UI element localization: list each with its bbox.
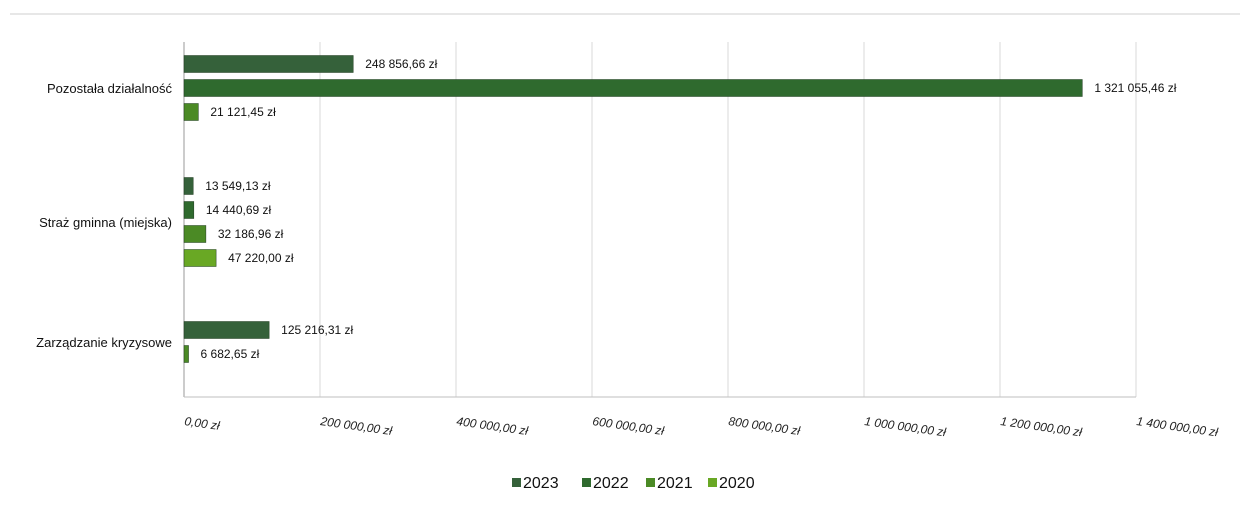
bar xyxy=(183,55,354,73)
bar xyxy=(183,249,217,267)
bars xyxy=(183,55,1083,363)
x-tick-label: 600 000,00 zł xyxy=(592,414,666,438)
legend-swatch xyxy=(646,478,655,487)
legend-entry: 2021 xyxy=(657,475,693,492)
category-label: Zarządzanie kryzysowe xyxy=(36,335,172,350)
legend-swatch xyxy=(512,478,521,487)
category-labels: Pozostała działalność Straż gminna (miejs… xyxy=(36,81,172,350)
x-axis-ticks: 0,00 zł 200 000,00 zł 400 000,00 zł 600 000… xyxy=(184,414,1220,439)
x-tick-label: 0,00 zł xyxy=(184,414,221,433)
bar xyxy=(183,225,207,243)
bar xyxy=(183,201,195,219)
bar-value-label: 1 321 055,46 zł xyxy=(1094,81,1176,95)
x-tick-label: 400 000,00 zł xyxy=(456,414,530,438)
legend-entry: 2022 xyxy=(593,475,629,492)
bar-value-label: 248 856,66 zł xyxy=(365,57,437,71)
legend: 2023 2022 2021 2020 xyxy=(512,475,755,492)
bar-value-label: 6 682,65 zł xyxy=(201,347,260,361)
bar xyxy=(183,321,270,339)
bar-value-label: 32 186,96 zł xyxy=(218,227,284,241)
bar xyxy=(183,177,194,195)
legend-entry: 2020 xyxy=(719,475,755,492)
legend-swatch xyxy=(582,478,591,487)
legend-swatch xyxy=(708,478,717,487)
x-tick-label: 1 400 000,00 zł xyxy=(1136,414,1220,439)
gridlines xyxy=(10,13,1240,398)
bar xyxy=(183,345,189,363)
bar-value-label: 13 549,13 zł xyxy=(205,179,271,193)
category-label: Pozostała działalność xyxy=(47,81,173,96)
bar xyxy=(183,103,199,121)
bar xyxy=(183,79,1083,97)
data-labels: 248 856,66 zł 1 321 055,46 zł 21 121,45 zł… xyxy=(201,57,1177,361)
x-tick-label: 200 000,00 zł xyxy=(319,414,394,438)
x-tick-label: 1 000 000,00 zł xyxy=(864,414,948,439)
x-tick-label: 1 200 000,00 zł xyxy=(1000,414,1084,439)
x-tick-label: 800 000,00 zł xyxy=(728,414,802,438)
bar-value-label: 14 440,69 zł xyxy=(206,203,272,217)
bar-value-label: 21 121,45 zł xyxy=(210,105,276,119)
bar-value-label: 47 220,00 zł xyxy=(228,251,294,265)
legend-entry: 2023 xyxy=(523,475,559,492)
bar-value-label: 125 216,31 zł xyxy=(281,323,353,337)
category-label: Straż gminna (miejska) xyxy=(39,215,172,230)
